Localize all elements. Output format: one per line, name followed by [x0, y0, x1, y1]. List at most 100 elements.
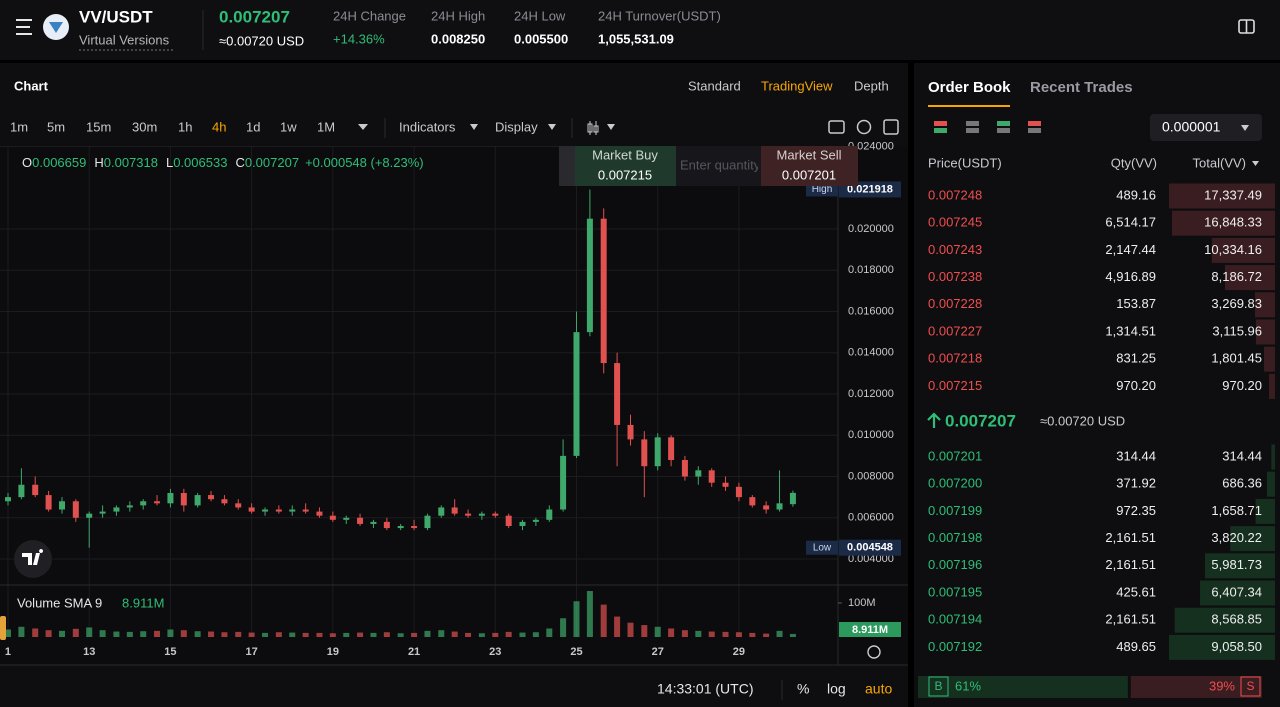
candle-body — [465, 513, 472, 516]
price[interactable]: 0.007199 — [928, 503, 982, 518]
total: 970.20 — [1222, 378, 1262, 393]
candle-body — [397, 526, 404, 529]
price[interactable]: 0.007248 — [928, 187, 982, 202]
interval[interactable]: 1M — [317, 119, 335, 134]
legend-value: 0.007318 — [104, 155, 158, 170]
interval[interactable]: 15m — [86, 119, 111, 134]
candle-body — [167, 493, 174, 504]
price[interactable]: 0.007200 — [928, 476, 982, 491]
volume-bar — [641, 625, 648, 637]
volume-bar — [126, 631, 133, 637]
y-tick-label: 0.010000 — [848, 429, 894, 441]
depth-bar — [1266, 471, 1275, 497]
price[interactable]: 0.007198 — [928, 530, 982, 545]
book-tab[interactable]: Recent Trades — [1030, 79, 1133, 96]
fullscreen-icon[interactable] — [883, 119, 899, 135]
candle-body — [451, 507, 458, 514]
price[interactable]: 0.007194 — [928, 612, 982, 627]
toolbar-menu[interactable]: Display — [495, 119, 538, 134]
interval[interactable]: 1d — [246, 119, 260, 134]
market-sell-price: 0.007201 — [782, 167, 836, 182]
view-icon[interactable] — [934, 121, 947, 126]
buy-ratio: 61% — [955, 678, 981, 693]
view-icon[interactable] — [997, 121, 1010, 126]
volume-bar — [316, 632, 323, 637]
candle-body — [600, 218, 607, 364]
scale-option[interactable]: % — [797, 681, 809, 697]
price[interactable]: 0.007196 — [928, 557, 982, 572]
interval-more[interactable] — [358, 124, 368, 130]
price[interactable]: 0.007238 — [928, 269, 982, 284]
buy-key-box — [928, 676, 949, 697]
price[interactable]: 0.007227 — [928, 323, 982, 338]
candle-body — [343, 517, 350, 520]
candle-body — [789, 492, 796, 505]
y-tick-label: 0.024000 — [848, 140, 894, 152]
chart-settings[interactable] — [867, 645, 881, 659]
menu-icon[interactable] — [16, 19, 32, 35]
camera-icon[interactable] — [828, 120, 845, 134]
toolbar-menu[interactable]: Indicators — [399, 119, 456, 134]
stat-value: 0.005500 — [514, 31, 568, 46]
view-icon[interactable] — [966, 121, 979, 126]
candle-body — [654, 437, 661, 467]
view-tab[interactable]: Standard — [688, 78, 741, 93]
volume-bar — [681, 630, 688, 637]
price[interactable]: 0.007215 — [928, 378, 982, 393]
price[interactable]: 0.007245 — [928, 215, 982, 230]
candle-body — [383, 521, 390, 529]
volume-bar — [208, 631, 215, 637]
quantity-bg[interactable] — [676, 146, 761, 186]
qty: 2,161.51 — [1105, 557, 1156, 572]
market-buy-bg[interactable] — [575, 146, 676, 186]
x-tick-label: 27 — [652, 646, 664, 658]
pair: VV/USDT — [79, 7, 153, 26]
settings-icon[interactable] — [856, 119, 872, 135]
candle-body — [357, 517, 364, 524]
x-tick-label: 19 — [327, 646, 339, 658]
scale-option[interactable]: log — [827, 681, 846, 697]
volume-bar — [221, 632, 228, 637]
price[interactable]: 0.007195 — [928, 584, 982, 599]
interval[interactable]: 1w — [280, 119, 297, 134]
total: 3,820.22 — [1211, 530, 1262, 545]
drag-handle — [559, 146, 575, 186]
book-tab[interactable]: Order Book — [928, 79, 1011, 96]
volume-bar — [180, 630, 187, 637]
volume-bar — [99, 630, 106, 637]
interval[interactable]: 1m — [10, 119, 28, 134]
candle-body — [262, 509, 269, 512]
qty: 972.35 — [1116, 503, 1156, 518]
price[interactable]: 0.007192 — [928, 639, 982, 654]
interval[interactable]: 30m — [132, 119, 157, 134]
volume-bar — [262, 632, 269, 637]
interval[interactable]: 5m — [47, 119, 65, 134]
price[interactable]: 0.007243 — [928, 242, 982, 257]
candle-body — [735, 486, 742, 498]
volume-bar — [560, 618, 567, 637]
market-sell-bg[interactable] — [761, 146, 858, 186]
candle-body — [668, 437, 675, 461]
price[interactable]: 0.007228 — [928, 296, 982, 311]
view-tab[interactable]: Depth — [854, 78, 889, 93]
volume-bar — [451, 631, 458, 637]
view-tab[interactable]: TradingView — [761, 78, 833, 93]
interval[interactable]: 4h — [212, 119, 226, 134]
price[interactable]: 0.007201 — [928, 448, 982, 463]
interval[interactable]: 1h — [178, 119, 192, 134]
volume-bar — [519, 632, 526, 637]
price[interactable]: 0.007218 — [928, 351, 982, 366]
header-bg — [0, 0, 1280, 60]
legend-value: 0.006533 — [173, 155, 227, 170]
scale-option[interactable]: auto — [865, 681, 892, 697]
legend-key: C — [235, 155, 244, 170]
depth-bar — [1271, 444, 1275, 470]
volume-bar — [194, 631, 201, 637]
y-tick-label: 0.006000 — [848, 512, 894, 524]
view-icon[interactable] — [1028, 121, 1041, 126]
column-header: Qty(VV) — [1111, 155, 1157, 170]
chart-type-icon[interactable] — [587, 121, 599, 135]
precision-select[interactable] — [1150, 114, 1262, 141]
pane-handle[interactable] — [0, 616, 6, 640]
